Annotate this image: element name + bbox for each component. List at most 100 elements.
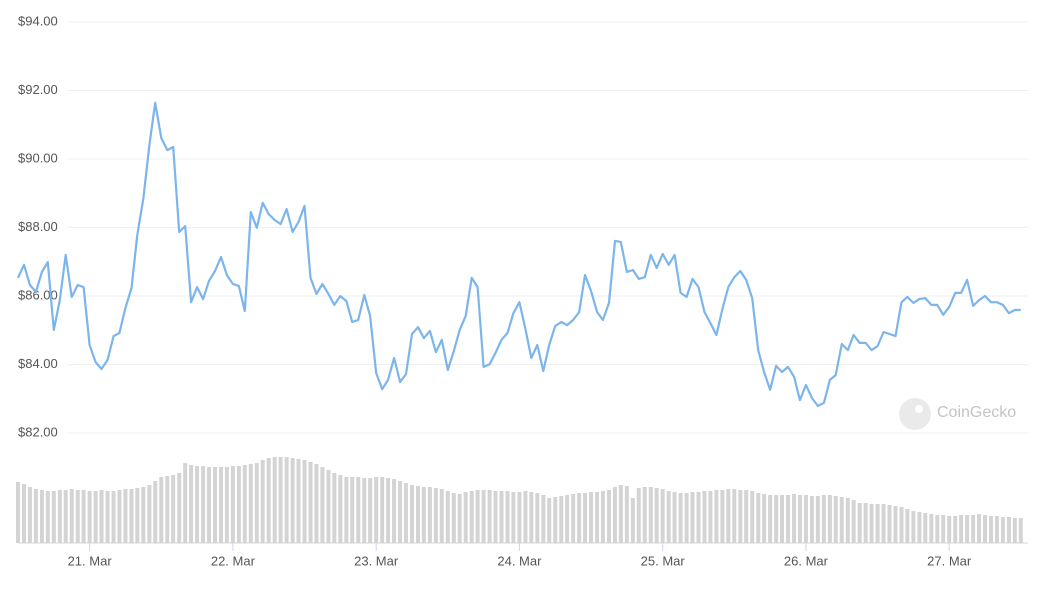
volume-bar — [487, 490, 492, 543]
volume-bar — [959, 515, 964, 543]
volume-bar — [947, 516, 952, 543]
volume-bar — [469, 491, 474, 543]
volume-bar — [547, 498, 552, 543]
volume-bar — [595, 492, 600, 543]
volume-bar — [589, 492, 594, 543]
volume-bar — [786, 495, 791, 543]
volume-bar — [535, 493, 540, 543]
volume-bar — [905, 509, 910, 543]
volume-bar — [875, 504, 880, 543]
volume-bar — [678, 493, 683, 543]
volume-bar — [696, 492, 701, 543]
volume-bar — [953, 516, 958, 543]
volume-bar — [559, 496, 564, 543]
volume-bar — [618, 485, 623, 543]
volume-bar — [362, 478, 367, 543]
volume-bar — [481, 490, 486, 543]
volume-bar — [189, 465, 194, 543]
x-tick-label: 24. Mar — [497, 553, 542, 568]
volume-bar — [553, 497, 558, 543]
volume-bar — [386, 478, 391, 543]
volume-bar — [445, 491, 450, 543]
volume-bar — [708, 491, 713, 543]
volume-bar — [409, 485, 414, 543]
volume-bar — [260, 460, 265, 543]
volume-bar — [403, 483, 408, 543]
volume-bar — [278, 457, 283, 543]
volume-bar — [314, 464, 319, 543]
volume-bar — [111, 491, 116, 543]
x-tick-label: 26. Mar — [784, 553, 829, 568]
volume-bar — [672, 492, 677, 543]
volume-bar — [457, 494, 462, 543]
y-tick-label: $82.00 — [18, 424, 58, 439]
volume-bar — [242, 465, 247, 543]
volume-bar — [577, 493, 582, 543]
volume-bar — [881, 504, 886, 543]
watermark-text: CoinGecko — [937, 404, 1016, 421]
volume-bar — [839, 497, 844, 543]
volume-bar — [22, 484, 27, 543]
volume-bar — [51, 491, 56, 543]
volume-bar — [236, 466, 241, 543]
volume-bar — [965, 515, 970, 543]
volume-bar — [887, 505, 892, 543]
volume-bar — [726, 489, 731, 543]
volume-bar — [69, 489, 74, 543]
volume-bar — [39, 490, 44, 543]
volume-bar — [398, 481, 403, 543]
volume-bar — [815, 496, 820, 543]
volume-bar — [123, 489, 128, 543]
volume-bar — [851, 500, 856, 543]
y-tick-label: $84.00 — [18, 356, 58, 371]
volume-bar — [1006, 517, 1011, 543]
volume-bar — [33, 489, 38, 543]
volume-bar — [153, 481, 158, 543]
volume-bar — [1012, 518, 1017, 543]
volume-bar — [827, 495, 832, 543]
volume-bar — [994, 516, 999, 543]
volume-bar — [284, 457, 289, 543]
volume-bar — [690, 492, 695, 543]
volume-bar — [917, 512, 922, 543]
volume-bar — [248, 464, 253, 543]
volume-bar — [714, 490, 719, 543]
volume-bar — [212, 467, 217, 543]
volume-bar — [183, 463, 188, 543]
volume-bar — [332, 473, 337, 543]
volume-bar — [57, 490, 62, 543]
volume-bar — [750, 491, 755, 543]
volume-bar — [475, 490, 480, 543]
volume-bar — [732, 489, 737, 543]
volume-bar — [1000, 517, 1005, 543]
volume-bar — [105, 491, 110, 543]
price-line — [17, 101, 1021, 407]
volume-bar — [374, 477, 379, 543]
volume-bar — [302, 460, 307, 543]
volume-bar — [845, 498, 850, 543]
y-tick-label: $88.00 — [18, 219, 58, 234]
volume-bar — [762, 494, 767, 543]
volume-bar — [505, 491, 510, 543]
volume-bar — [254, 463, 259, 543]
volume-bar — [141, 487, 146, 543]
volume-bar — [147, 485, 152, 543]
volume-bar — [451, 493, 456, 543]
volume-bar — [797, 495, 802, 543]
volume-bar — [493, 491, 498, 543]
volume-bar — [738, 490, 743, 543]
volume-bar — [511, 492, 516, 543]
volume-bar — [636, 488, 641, 543]
volume-bar — [606, 490, 611, 543]
volume-bar — [81, 490, 86, 543]
volume-bar — [206, 467, 211, 543]
volume-bar — [290, 458, 295, 543]
watermark: CoinGecko — [899, 398, 1016, 430]
volume-bar — [171, 475, 176, 543]
volume-bar — [159, 477, 164, 543]
volume-bar — [899, 507, 904, 543]
volume-bar — [648, 487, 653, 543]
x-tick-label: 25. Mar — [641, 553, 686, 568]
volume-bar — [350, 477, 355, 543]
